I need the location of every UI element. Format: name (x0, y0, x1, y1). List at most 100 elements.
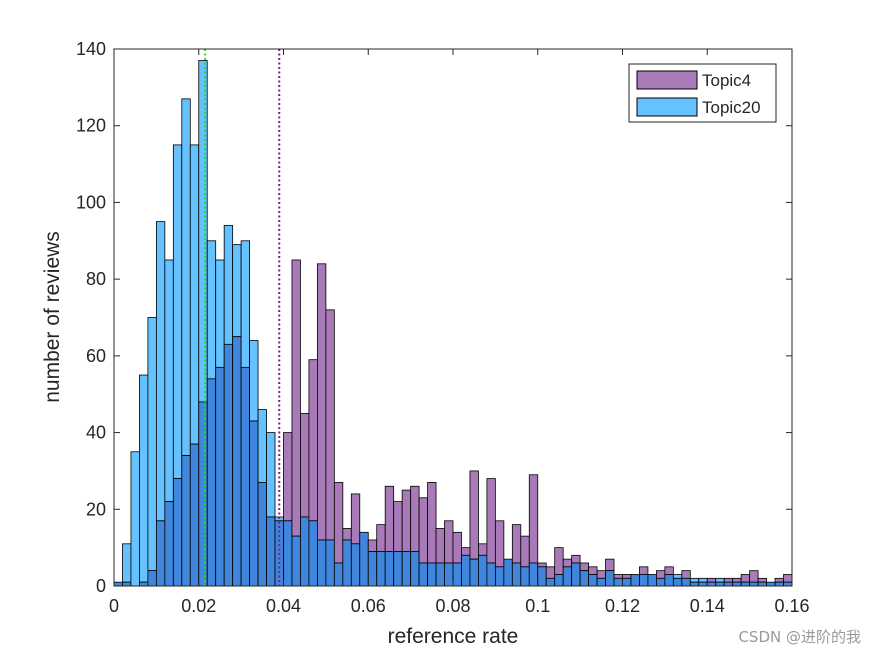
bar-topic20-2 (130, 451, 140, 587)
bar-topic4-36 (418, 497, 428, 564)
bar-topic4-38 (435, 528, 445, 564)
bar-overlap-21 (291, 535, 301, 587)
bar-overlap-22 (300, 516, 310, 587)
y-tick-label: 120 (76, 116, 106, 136)
bar-overlap-28 (350, 543, 361, 587)
bar-overlap-16 (249, 420, 259, 587)
bar-topic20-17 (257, 409, 267, 483)
bar-topic4-64 (656, 570, 666, 579)
bar-topic20-15 (240, 240, 250, 368)
bar-overlap-52 (554, 574, 564, 587)
x-tick-label: 0.16 (774, 596, 809, 616)
bar-overlap-20 (283, 520, 293, 587)
bar-topic20-3 (139, 374, 149, 583)
bar-overlap-77 (766, 581, 776, 587)
bar-topic4-58 (605, 558, 615, 572)
bar-overlap-0 (113, 581, 123, 587)
x-tick-label: 0.12 (605, 596, 640, 616)
x-tick-label: 0.02 (181, 596, 216, 616)
bar-topic4-73 (732, 577, 742, 583)
bar-overlap-64 (656, 577, 666, 587)
bar-topic20-8 (181, 98, 191, 456)
bar-topic20-18 (266, 432, 276, 518)
bar-topic4-25 (325, 309, 335, 541)
bar-overlap-79 (783, 581, 793, 587)
bar-topic20-69 (698, 577, 708, 583)
bar-topic20-4 (147, 317, 157, 572)
bar-overlap-27 (342, 539, 352, 587)
bar-topic20-13 (223, 225, 234, 345)
bar-overlap-23 (308, 520, 318, 587)
bar-topic4-30 (367, 539, 378, 552)
bar-overlap-56 (588, 574, 598, 587)
bar-topic4-67 (681, 570, 691, 579)
bar-overlap-5 (155, 520, 166, 587)
bar-topic4-23 (308, 359, 318, 522)
bar-topic4-42 (469, 470, 479, 560)
bar-overlap-39 (444, 562, 454, 587)
bar-overlap-70 (706, 581, 717, 587)
bar-overlap-50 (537, 566, 547, 587)
bar-topic20-6 (164, 259, 174, 503)
bar-topic4-39 (444, 520, 454, 564)
bar-overlap-55 (579, 570, 589, 587)
mean-lines-layer (204, 49, 281, 586)
bar-topic20-5 (155, 221, 166, 522)
bar-overlap-33 (393, 551, 403, 587)
bar-topic4-57 (596, 570, 606, 579)
bar-topic4-52 (554, 547, 564, 575)
bar-overlap-66 (672, 577, 683, 587)
y-tick-label: 60 (86, 346, 106, 366)
bar-overlap-38 (435, 562, 445, 587)
bar-overlap-26 (333, 562, 344, 587)
bar-overlap-46 (503, 558, 513, 587)
bar-overlap-62 (639, 574, 649, 587)
bar-overlap-4 (147, 570, 157, 587)
bar-overlap-1 (122, 581, 132, 587)
bar-overlap-7 (172, 478, 183, 587)
bar-topic4-44 (486, 478, 496, 564)
bar-topic4-32 (384, 485, 395, 552)
bar-overlap-43 (478, 554, 488, 587)
bar-overlap-15 (240, 366, 250, 587)
bar-overlap-37 (427, 562, 437, 587)
bar-overlap-72 (723, 581, 734, 587)
bar-overlap-59 (613, 577, 623, 587)
x-tick-label: 0.04 (266, 596, 301, 616)
bar-overlap-41 (461, 554, 471, 587)
bar-topic4-70 (706, 577, 717, 583)
y-tick-label: 40 (86, 423, 106, 443)
bar-topic20-16 (249, 340, 259, 422)
bar-topic4-37 (427, 482, 437, 564)
bar-topic4-47 (511, 524, 522, 564)
legend-label-topic20: Topic20 (702, 98, 761, 117)
bar-topic20-12 (215, 259, 225, 368)
bar-topic4-54 (571, 554, 581, 564)
bar-overlap-71 (715, 581, 725, 587)
bar-overlap-36 (418, 562, 428, 587)
bar-topic4-50 (537, 562, 547, 568)
bar-overlap-29 (359, 531, 369, 587)
bar-overlap-51 (545, 577, 556, 587)
y-tick-label: 0 (96, 576, 106, 596)
x-axis-label: reference rate (388, 625, 519, 648)
bar-topic4-78 (774, 577, 784, 583)
bar-overlap-17 (257, 482, 267, 587)
bar-topic4-51 (545, 566, 556, 579)
bar-topic4-65 (664, 566, 674, 575)
bar-topic4-76 (757, 577, 767, 583)
bar-overlap-58 (605, 570, 615, 587)
bar-topic4-60 (622, 574, 632, 579)
legend: Topic4 Topic20 (628, 63, 777, 123)
bar-overlap-47 (511, 562, 522, 587)
bar-overlap-35 (410, 551, 420, 587)
bar-topic4-75 (749, 570, 759, 583)
bar-overlap-3 (139, 581, 149, 587)
bar-overlap-74 (740, 581, 751, 587)
bar-overlap-65 (664, 574, 674, 587)
bar-topic20-68 (689, 577, 700, 583)
bar-topic4-59 (613, 574, 623, 579)
bar-topic4-21 (291, 259, 301, 537)
bar-topic20-7 (172, 144, 183, 480)
bar-topic4-41 (461, 547, 471, 556)
